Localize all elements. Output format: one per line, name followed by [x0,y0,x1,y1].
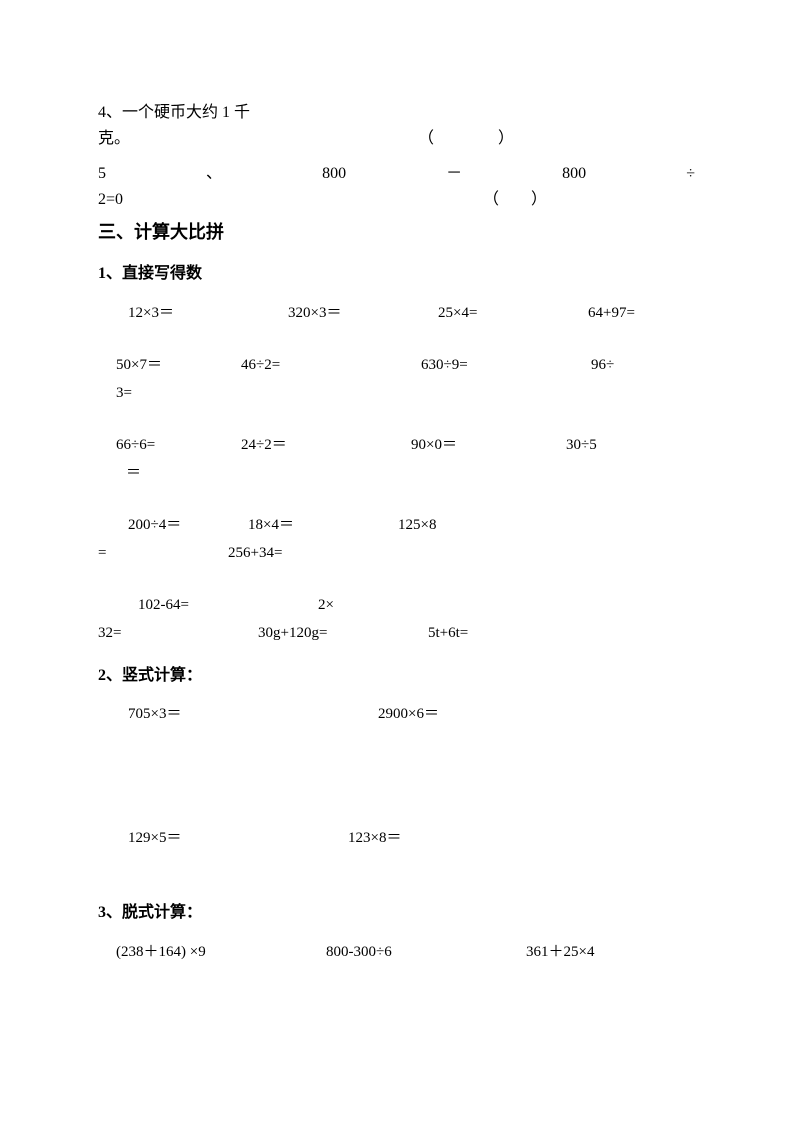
question-5-row: 5 、 800 － 800 ÷ [98,161,695,187]
q5-c6: ÷ [686,161,695,187]
s1-r2b: 3= [116,381,132,405]
s1-r4a-a: 200÷4＝ [128,513,248,537]
s1-r2-d: 96÷ [591,353,614,377]
s1-r1-a: 12×3＝ [128,301,288,325]
s1-r3-b: 24÷2＝ [241,433,411,457]
q5-c2: 、 [206,161,222,187]
s1-r5a-b: 2× [318,593,334,617]
s1-r3-c: 90×0＝ [411,433,566,457]
s1-r4a-c: 125×8 [398,513,436,537]
question-5-line2: 2=0 （ ） [98,187,695,213]
s1-row2: 50×7＝ 46÷2= 630÷9= 96÷ [116,353,695,377]
s1-r5b-b: 30g+120g= [258,621,428,645]
s1-row3b: ＝ [98,461,695,485]
s2-r1-a: 705×3＝ [128,702,378,726]
s2-r2-a: 129×5＝ [128,826,348,850]
question-4-line1: 4、一个硬币大约 1 千 [98,100,695,126]
s1-r4b-b: 256+34= [228,541,282,565]
s1-r4b-a: = [98,541,228,565]
s1-r2-c: 630÷9= [421,353,591,377]
s1-r5b-a: 32= [98,621,258,645]
s3-r1-c: 361＋25×4 [526,940,594,964]
q5-c4: － [446,161,462,187]
sub-3-heading: 3、脱式计算： [98,900,695,926]
s1-row4a: 200÷4＝ 18×4＝ 125×8 [128,513,695,537]
s1-r1-c: 25×4= [438,301,588,325]
s1-row3: 66÷6= 24÷2＝ 90×0＝ 30÷5 [116,433,695,457]
s1-r4a-b: 18×4＝ [248,513,398,537]
s1-row2b: 3= [116,381,695,405]
s1-row1: 12×3＝ 320×3＝ 25×4= 64+97= [128,301,695,325]
s1-r2-b: 46÷2= [241,353,421,377]
s2-row2: 129×5＝ 123×8＝ [128,826,695,850]
s2-r1-b: 2900×6＝ [378,702,439,726]
s1-row5b: 32= 30g+120g= 5t+6t= [98,621,695,645]
s3-row1: (238＋164) ×9 800-300÷6 361＋25×4 [116,940,695,964]
s1-r3-d: 30÷5 [566,433,597,457]
s1-r3b: ＝ [126,461,141,485]
s1-row5a: 102-64= 2× [98,593,695,617]
s1-r3-a: 66÷6= [116,433,241,457]
section-3-heading: 三、计算大比拼 [98,218,695,247]
q5-c3: 800 [322,161,346,187]
question-4-line2: 克。 （ ） [98,126,695,152]
s3-r1-b: 800-300÷6 [326,940,526,964]
s2-r2-b: 123×8＝ [348,826,401,850]
q5-c5: 800 [562,161,586,187]
q5-c1: 5 [98,161,106,187]
sub-1-heading: 1、直接写得数 [98,261,695,287]
sub-2-heading: 2、竖式计算： [98,663,695,689]
s1-row4b: = 256+34= [98,541,695,565]
s2-row1: 705×3＝ 2900×6＝ [128,702,695,726]
s3-r1-a: (238＋164) ×9 [116,940,326,964]
s1-r1-d: 64+97= [588,301,635,325]
s1-r2-a: 50×7＝ [116,353,241,377]
s1-r5b-c: 5t+6t= [428,621,468,645]
s1-r5a-a: 102-64= [138,593,318,617]
s1-r1-b: 320×3＝ [288,301,438,325]
